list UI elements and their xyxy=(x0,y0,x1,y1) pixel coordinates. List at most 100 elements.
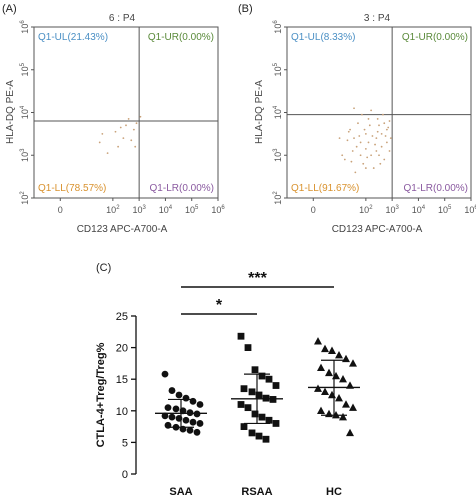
dot-plot-c: (C) 0 5 10 15 20 25 CTLA-4+Treg/Treg% SAA RSAA… xyxy=(95,262,360,498)
data-point-square xyxy=(258,413,266,421)
y-tick-label: 0 xyxy=(122,469,128,481)
group-hc xyxy=(308,337,360,437)
data-point-square xyxy=(237,332,245,340)
event-point xyxy=(364,147,367,150)
event-point xyxy=(350,160,353,163)
flow-plot-a-frame xyxy=(33,26,219,199)
event-point xyxy=(357,122,359,125)
event-point xyxy=(367,118,370,120)
flow-plot-a-x-ticks: 0 102 103 104 105 106 xyxy=(58,198,225,215)
data-point-circle xyxy=(182,394,190,402)
data-point-square xyxy=(237,401,245,408)
y-tick-label: 103 xyxy=(273,148,283,162)
event-point xyxy=(375,150,378,152)
event-point xyxy=(346,139,349,142)
event-point xyxy=(361,113,363,116)
data-point-square xyxy=(272,382,280,389)
data-point-triangle xyxy=(349,403,357,411)
quadrant-label-ul: Q1-UL(21.43%) xyxy=(38,32,108,43)
event-point xyxy=(122,137,125,140)
event-point xyxy=(135,122,138,125)
event-point xyxy=(359,154,362,157)
event-point xyxy=(388,150,391,152)
event-point xyxy=(380,132,383,135)
data-point-square xyxy=(248,388,256,396)
event-point xyxy=(370,154,373,157)
event-point xyxy=(106,152,109,155)
data-point-square xyxy=(262,435,270,443)
y-tick-label: 104 xyxy=(273,105,283,119)
event-point xyxy=(370,109,373,112)
data-point-triangle xyxy=(325,368,333,377)
y-tick-label: 5 xyxy=(122,437,128,449)
y-tick-label: 103 xyxy=(20,148,30,162)
data-point-triangle xyxy=(325,409,333,418)
data-point-circle xyxy=(189,418,197,426)
data-point-triangle xyxy=(339,412,347,421)
data-point-triangle xyxy=(314,337,322,345)
data-point-circle xyxy=(182,416,190,424)
y-tick-label: 105 xyxy=(20,62,30,76)
data-point-circle xyxy=(164,404,172,412)
data-point-circle xyxy=(196,420,204,427)
event-point xyxy=(119,126,122,129)
flow-plot-a: (A) 6 : P4 0 102 103 104 105 106 102 103 104 105… xyxy=(2,3,225,235)
data-point-square xyxy=(258,372,266,380)
flow-plot-a-title: 6 : P4 xyxy=(109,13,136,24)
quadrant-label-ll: Q1-LL(91.67%) xyxy=(291,183,359,194)
data-point-circle xyxy=(193,428,201,436)
data-point-square xyxy=(251,366,259,374)
category-label: HC xyxy=(326,486,342,498)
event-point xyxy=(358,135,361,137)
data-point-circle xyxy=(168,387,176,394)
flow-plot-b-title: 3 : P4 xyxy=(364,13,391,24)
event-point xyxy=(353,107,355,110)
quadrant-label-ul: Q1-UL(8.33%) xyxy=(291,32,355,43)
event-point xyxy=(354,171,357,174)
event-point xyxy=(383,158,386,161)
data-point-square xyxy=(272,420,280,427)
data-point-circle xyxy=(172,405,180,413)
event-point xyxy=(388,120,391,122)
event-point xyxy=(389,137,392,140)
data-point-triangle xyxy=(332,371,340,380)
flow-plot-b-events xyxy=(338,107,392,174)
event-point xyxy=(347,130,350,133)
dot-plot-categories: SAA RSAA HC xyxy=(169,486,342,498)
y-tick-label: 104 xyxy=(20,105,30,119)
x-tick-label: 106 xyxy=(464,205,476,215)
event-point xyxy=(134,145,137,148)
flow-plot-a-gate xyxy=(34,27,218,198)
y-tick-label: 106 xyxy=(273,20,283,34)
event-point xyxy=(372,167,375,169)
quadrant-label-lr: Q1-LR(0.00%) xyxy=(150,183,214,194)
dot-plot-groups xyxy=(155,332,360,443)
data-point-circle xyxy=(161,370,169,378)
data-point-triangle xyxy=(335,393,343,402)
event-point xyxy=(338,137,341,140)
data-point-triangle xyxy=(321,387,329,396)
event-point xyxy=(362,162,365,165)
data-point-triangle xyxy=(317,406,325,414)
x-tick-label: 102 xyxy=(106,205,120,215)
event-point xyxy=(114,130,117,133)
event-point xyxy=(98,141,101,144)
x-tick-label: 104 xyxy=(412,205,426,215)
x-tick-label: 0 xyxy=(311,205,316,215)
event-point xyxy=(366,156,369,159)
event-point xyxy=(383,122,386,125)
data-point-square xyxy=(244,344,252,351)
event-point xyxy=(364,167,367,169)
event-point xyxy=(378,154,380,157)
y-tick-label: 102 xyxy=(273,191,283,205)
event-point xyxy=(376,130,379,133)
event-point xyxy=(117,145,120,148)
data-point-circle xyxy=(175,391,183,399)
significance-label: *** xyxy=(248,270,267,287)
event-point xyxy=(379,162,382,165)
flow-plot-b-y-ticks: 102 103 104 105 106 xyxy=(273,20,287,205)
flow-plot-a-ylabel: HLA-DQ PE-A xyxy=(5,80,16,144)
data-point-circle xyxy=(196,401,204,408)
panel-label-a: (A) xyxy=(2,3,17,15)
